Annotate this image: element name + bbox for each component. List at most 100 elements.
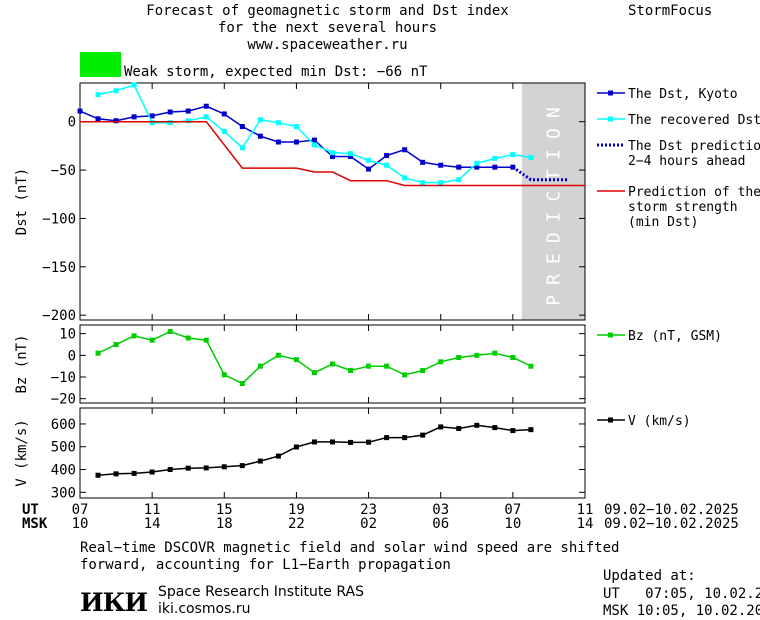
v-km-s-point [257,458,263,464]
ut-tick-label: 03 [432,502,449,518]
the-recovered-dst-point [293,124,299,130]
the-recovered-dst-point [311,142,317,148]
the-recovered-dst-point [528,154,534,160]
v-km-s-point [221,464,227,470]
v-ytick-label: 300 [51,485,76,501]
bz-nt-gsm-point [257,363,263,369]
msk-tick-label: 14 [577,516,594,532]
the-dst-prediction-line [512,165,567,182]
chart-subtitle: for the next several hours [217,20,438,36]
msk-tick-label: 06 [432,516,449,532]
updated-msk: MSK 10:05, 10.02.2025 [603,603,760,619]
prediction-band-label: PREDICTION [543,97,564,305]
the-dst-kyoto-point [402,147,408,153]
msk-tick-label: 18 [216,516,233,532]
bz-ytick-label: 0 [68,348,76,364]
the-dst-prediction-legend-label: 2−4 hours ahead [628,154,745,169]
v-frame [79,407,586,499]
dst-ytick-label: −100 [42,211,76,227]
the-dst-kyoto-point [77,108,83,114]
the-recovered-dst-point [402,175,408,181]
v-km-s-point [330,439,335,445]
bz-frame [79,324,586,404]
ut-tick-label: 11 [577,502,594,518]
v-km-s-point [203,465,209,471]
the-recovered-dst-point [384,162,390,168]
v-km-s-point [275,453,281,459]
v-km-s-point [293,444,299,450]
dst-ytick-label: 0 [68,115,76,131]
the-dst-kyoto-point [311,137,317,143]
ut-axis-label: UT [22,502,39,518]
v-km-s-point [474,422,480,428]
footnote-line2: forward, accounting for L1−Earth propaga… [80,557,451,573]
bz-ytick-label: −20 [51,392,76,408]
v-km-s-point [510,428,516,434]
dst-ytick-label: −50 [51,163,76,179]
msk-tick-label: 10 [72,516,89,532]
bz-nt-gsm-legend-marker [608,332,613,338]
ut-tick-label: 07 [504,502,521,518]
the-dst-kyoto-point [384,153,390,159]
institute-name: Space Research Institute RAS [158,584,364,600]
v-ytick-label: 400 [51,463,76,479]
bz-nt-gsm-point [420,368,426,373]
v-km-s-point [366,439,372,445]
v-km-s-point [185,465,191,471]
msk-tick-label: 10 [504,516,521,532]
the-dst-kyoto-point [221,111,227,117]
dst-ytick-label: −150 [42,260,76,276]
bz-nt-gsm-point [474,352,480,358]
the-dst-kyoto-point [330,154,335,160]
the-recovered-dst-point [510,152,516,158]
v-km-s-point [420,432,426,438]
the-dst-kyoto-point [366,166,372,172]
v-km-s-point [456,426,462,432]
the-dst-kyoto-point [438,162,444,168]
the-dst-kyoto-point [510,164,516,170]
v-km-s-point [438,424,444,430]
the-recovered-dst-point [203,114,209,120]
the-recovered-dst-point [149,120,155,126]
updated-label: Updated at: [603,568,696,584]
the-recovered-dst-point [456,177,462,183]
v-km-s-point [384,435,390,441]
v-ylabel: V (km/s) [14,419,30,486]
v-km-s-point [95,472,101,478]
bz-nt-gsm-point [311,370,317,376]
v-km-s-point [348,439,354,445]
the-recovered-dst-legend-marker [608,116,613,122]
the-dst-kyoto-point [185,108,191,114]
ut-tick-label: 23 [360,502,377,518]
bz-nt-gsm-point [366,363,372,369]
brand-label: StormFocus [628,3,713,19]
bz-nt-gsm-point [167,329,173,334]
the-recovered-dst-point [420,180,426,186]
the-dst-kyoto-point [149,113,155,119]
the-dst-kyoto-point [275,139,281,145]
msk-axis-label: MSK [22,516,48,532]
v-km-s-legend-label: V (km/s) [628,414,691,429]
chart-title: Forecast of geomagnetic storm and Dst in… [146,3,509,19]
prediction-band [521,83,585,320]
prediction-of-the-legend-label: (min Dst) [628,215,698,230]
bz-nt-gsm-point [438,359,444,365]
the-dst-kyoto-point [293,139,299,145]
ut-tick-label: 15 [216,502,233,518]
bz-ytick-label: 10 [59,327,76,343]
dst-frame [79,82,586,321]
ut-tick-label: 07 [72,502,89,518]
the-recovered-dst-point [113,88,119,94]
v-ytick-label: 500 [51,440,76,456]
v-km-s-point [167,467,173,473]
the-recovered-dst-point [438,180,444,186]
bz-nt-gsm-point [492,350,498,356]
msk-tick-label: 22 [288,516,305,532]
v-km-s-point [492,425,498,431]
the-dst-kyoto-point [167,109,173,115]
the-recovered-dst-point [257,117,263,123]
bz-nt-gsm-point [384,363,390,369]
bz-nt-gsm-point [131,333,137,339]
the-recovered-dst-point [366,157,372,163]
